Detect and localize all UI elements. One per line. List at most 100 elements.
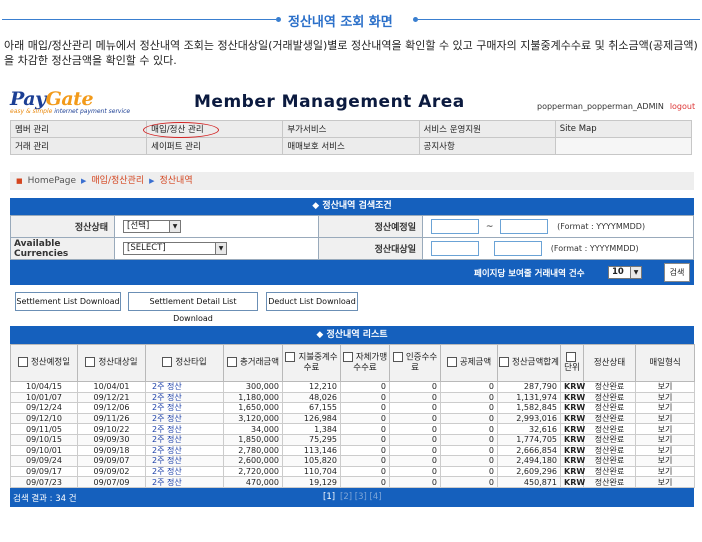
settlement-detail-download-button[interactable]: Settlement Detail List Download: [128, 292, 258, 323]
currency-select[interactable]: [SELECT] ▼: [123, 242, 227, 255]
cell-view-link[interactable]: 보기: [635, 412, 695, 425]
table-row: 09/12/10 09/11/26 2주 정산 3,120,000 126,984 0 0 0…: [10, 412, 695, 425]
cell-settle-total: 1,582,845: [497, 402, 561, 414]
column-checkbox[interactable]: [499, 357, 510, 368]
cell-deduction: 0: [440, 433, 498, 446]
table-row: 10/04/15 10/04/01 2주 정산 300,000 12,210 0 0 0 287…: [10, 381, 695, 393]
search-button[interactable]: 검색: [664, 263, 690, 282]
home-icon: ■: [16, 177, 23, 185]
page-links[interactable]: [2] [3] [4]: [340, 491, 382, 502]
breadcrumb-level1[interactable]: 매입/정산관리: [91, 176, 145, 186]
header-settle-total[interactable]: 정산금액합계: [497, 344, 561, 382]
header-settle-type[interactable]: 정산타입: [145, 344, 224, 382]
page-description: 아래 매입/정산관리 메뉴에서 정산내역 조회는 정산대상일(거래발생일)별로 …: [4, 39, 698, 67]
cell-view-link[interactable]: 보기: [635, 381, 695, 393]
column-checkbox[interactable]: [17, 357, 28, 368]
paygate-logo[interactable]: PayGate easy & simple internet payment s…: [10, 88, 131, 115]
header-target-date[interactable]: 정산대상일: [77, 344, 146, 382]
menu-addon-service[interactable]: 부가서비스: [282, 120, 420, 138]
schedule-date-from-input[interactable]: [431, 219, 479, 234]
header-total-amount[interactable]: 총거래금액: [223, 344, 283, 382]
target-date-from-input[interactable]: [431, 241, 479, 256]
column-checkbox[interactable]: [85, 357, 96, 368]
cell-deduction: 0: [440, 423, 498, 435]
cell-total-amount: 3,120,000: [223, 412, 283, 425]
header-format[interactable]: 매일형식: [635, 344, 695, 382]
cell-target-date: 09/11/26: [77, 412, 146, 425]
header-auth-fee[interactable]: 인증수수료: [389, 344, 441, 382]
cell-total-amount: 2,780,000: [223, 444, 283, 457]
cell-settle-type-link[interactable]: 2주 정산: [145, 412, 224, 425]
cell-payment-fee: 110,704: [282, 465, 341, 478]
menu-member-mgmt[interactable]: 멤버 관리: [9, 120, 148, 138]
cell-target-date: 09/10/22: [77, 423, 146, 435]
column-checkbox[interactable]: [565, 351, 576, 362]
schedule-date-to-input[interactable]: [500, 219, 549, 234]
menu-purchase-settlement[interactable]: 매입/정산 관리: [143, 120, 284, 139]
cell-settle-type-link[interactable]: 2주 정산: [145, 381, 224, 393]
list-footer: 검색 결과 : 34 건 [1] [2] [3] [4]: [10, 487, 694, 507]
header-status[interactable]: 정산상태: [583, 344, 636, 382]
column-checkbox[interactable]: [285, 351, 296, 362]
cell-status: 정산완료: [583, 391, 636, 404]
cell-view-link[interactable]: 보기: [635, 476, 695, 488]
menu-escrow-service[interactable]: 매매보호 서비스: [282, 137, 420, 155]
column-checkbox[interactable]: [342, 351, 353, 362]
cell-target-date: 09/12/21: [77, 391, 146, 404]
table-row: 09/07/23 09/07/09 2주 정산 470,000 19,129 0 0 0 450…: [10, 476, 695, 488]
cell-view-link[interactable]: 보기: [635, 433, 695, 446]
header-deduction[interactable]: 공제금액: [440, 344, 498, 382]
status-select[interactable]: [선택] ▼: [123, 220, 181, 233]
cell-settle-type-link[interactable]: 2주 정산: [145, 423, 224, 435]
menu-site-map[interactable]: Site Map: [554, 120, 693, 138]
column-checkbox[interactable]: [226, 357, 237, 368]
cell-settle-type-link[interactable]: 2주 정산: [145, 402, 224, 414]
cell-status: 정산완료: [583, 412, 636, 425]
cell-total-amount: 470,000: [223, 476, 283, 488]
cell-view-link[interactable]: 보기: [635, 465, 695, 478]
cell-view-link[interactable]: 보기: [635, 391, 695, 404]
cell-unit: KRW: [560, 391, 585, 404]
admin-username: popperman_popperman_ADMIN: [537, 102, 664, 111]
page-size-select[interactable]: 10 ▼: [608, 266, 642, 279]
breadcrumb-level2: 정산내역: [159, 176, 193, 186]
settlement-list-download-button[interactable]: Settlement List Download: [15, 292, 121, 311]
menu-service-support[interactable]: 서비스 운영지원: [418, 120, 556, 138]
cell-total-amount: 1,850,000: [223, 433, 283, 446]
cell-view-link[interactable]: 보기: [635, 444, 695, 457]
deduct-list-download-button[interactable]: Deduct List Download: [266, 292, 358, 311]
cell-view-link[interactable]: 보기: [635, 402, 695, 414]
breadcrumb-home[interactable]: HomePage: [27, 176, 76, 186]
header-own-fee[interactable]: 자체가맹수수료: [340, 344, 390, 382]
cell-settle-type-link[interactable]: 2주 정산: [145, 455, 224, 467]
list-title: ◆ 정산내역 리스트: [10, 326, 694, 344]
target-date-label: 정산대상일: [318, 237, 423, 260]
cell-auth-fee: 0: [389, 476, 441, 488]
cell-settle-type-link[interactable]: 2주 정산: [145, 433, 224, 446]
cell-auth-fee: 0: [389, 402, 441, 414]
menu-seyfert-mgmt[interactable]: 세이퍼트 관리: [146, 137, 284, 155]
target-date-to-input[interactable]: [493, 241, 542, 256]
header-payment-fee[interactable]: 지불중계수수료: [282, 344, 341, 382]
cell-view-link[interactable]: 보기: [635, 423, 695, 435]
result-count: 검색 결과 : 34 건: [13, 493, 77, 504]
cell-settle-type-link[interactable]: 2주 정산: [145, 391, 224, 404]
menu-notice[interactable]: 공지사항: [418, 137, 556, 155]
header-schedule-date[interactable]: 정산예정일: [10, 344, 78, 382]
cell-settle-type-link[interactable]: 2주 정산: [145, 476, 224, 488]
cell-settle-type-link[interactable]: 2주 정산: [145, 465, 224, 478]
cell-view-link[interactable]: 보기: [635, 455, 695, 467]
page-current[interactable]: [1]: [323, 491, 336, 502]
column-checkbox[interactable]: [162, 357, 173, 368]
cell-payment-fee: 75,295: [282, 433, 341, 446]
logout-link[interactable]: logout: [669, 102, 696, 111]
column-checkbox[interactable]: [392, 351, 403, 362]
cell-auth-fee: 0: [389, 465, 441, 478]
cell-unit: KRW: [560, 455, 585, 467]
cell-settle-total: 2,666,854: [497, 444, 561, 457]
cell-settle-type-link[interactable]: 2주 정산: [145, 444, 224, 457]
cell-status: 정산완료: [583, 455, 636, 467]
menu-transaction-mgmt[interactable]: 거래 관리: [9, 137, 148, 155]
header-unit[interactable]: 단위: [560, 344, 584, 382]
column-checkbox[interactable]: [446, 357, 457, 368]
